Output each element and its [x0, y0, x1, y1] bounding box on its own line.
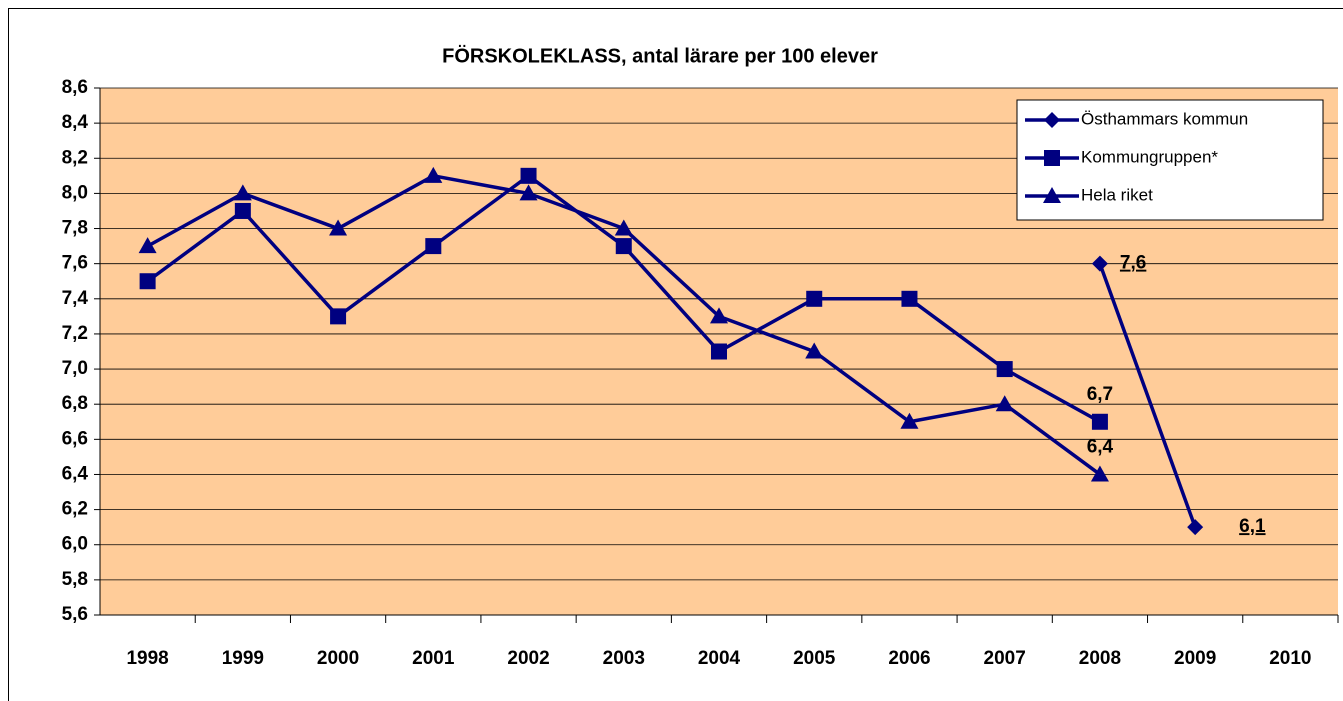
- point: [330, 308, 347, 325]
- x-tick-label: 2006: [888, 648, 930, 669]
- y-tick-label: 8,4: [62, 112, 89, 133]
- point: [425, 238, 442, 255]
- legend-label: Östhammars kommun: [1081, 109, 1248, 128]
- point: [139, 273, 156, 290]
- series-line: [1098, 263, 1197, 528]
- y-tick-label: 7,0: [62, 358, 88, 379]
- legend-box: [1016, 99, 1324, 221]
- x-tick-label: 2008: [1079, 648, 1121, 669]
- x-tick-label: 2003: [603, 648, 645, 669]
- point: [614, 219, 633, 236]
- chart-title: FÖRSKOLEKLASS, antal lärare per 100 elev…: [442, 44, 878, 67]
- x-tick-label: 2010: [1269, 648, 1311, 669]
- y-tick-label: 6,2: [62, 499, 88, 520]
- point: [1090, 465, 1109, 482]
- x-tick-label: 2007: [984, 648, 1026, 669]
- point: [520, 167, 537, 184]
- data-label: 7,6: [1120, 253, 1146, 274]
- point: [806, 290, 823, 307]
- y-tick-label: 8,2: [62, 147, 88, 168]
- data-label: 6,1: [1239, 516, 1266, 537]
- x-tick-label: 2004: [698, 648, 741, 669]
- x-tick-label: 2009: [1174, 648, 1216, 669]
- legend-marker: [1044, 150, 1060, 166]
- point: [1091, 255, 1108, 272]
- point: [138, 237, 157, 254]
- y-tick-label: 6,6: [62, 428, 88, 449]
- point: [1187, 519, 1204, 536]
- y-tick-label: 7,6: [62, 253, 88, 274]
- data-label: 6,7: [1087, 384, 1113, 405]
- x-tick-label: 2000: [317, 648, 359, 669]
- y-tick-label: 8,6: [62, 77, 88, 98]
- y-tick-label: 7,2: [62, 323, 88, 344]
- y-tick-label: 7,4: [62, 288, 89, 309]
- point: [519, 184, 538, 201]
- point: [711, 343, 727, 360]
- point: [424, 166, 443, 183]
- point: [234, 202, 251, 219]
- y-tick-label: 5,8: [62, 569, 88, 590]
- y-tick-label: 7,8: [62, 218, 88, 239]
- legend-marker: [1043, 187, 1061, 203]
- point: [710, 307, 728, 324]
- point: [233, 184, 252, 201]
- point: [900, 412, 919, 429]
- point: [805, 342, 824, 359]
- point: [329, 219, 348, 236]
- point: [615, 238, 632, 255]
- x-tick-label: 1998: [126, 648, 168, 669]
- y-tick-label: 6,0: [62, 534, 88, 555]
- x-tick-label: 2001: [412, 648, 455, 669]
- point: [996, 361, 1013, 378]
- y-tick-label: 5,6: [62, 604, 88, 625]
- point: [995, 395, 1014, 412]
- x-tick-label: 2005: [793, 648, 836, 669]
- y-tick-label: 6,8: [62, 393, 88, 414]
- y-tick-label: 6,4: [62, 463, 89, 484]
- x-tick-label: 2002: [507, 648, 549, 669]
- legend-label: Hela riket: [1081, 185, 1153, 204]
- point: [901, 290, 918, 307]
- x-tick-label: 1999: [222, 648, 264, 669]
- legend-marker: [1044, 112, 1060, 128]
- data-label: 6,4: [1087, 436, 1114, 457]
- y-tick-label: 8,0: [62, 182, 88, 203]
- legend-label: Kommungruppen*: [1081, 147, 1218, 166]
- point: [1091, 413, 1108, 430]
